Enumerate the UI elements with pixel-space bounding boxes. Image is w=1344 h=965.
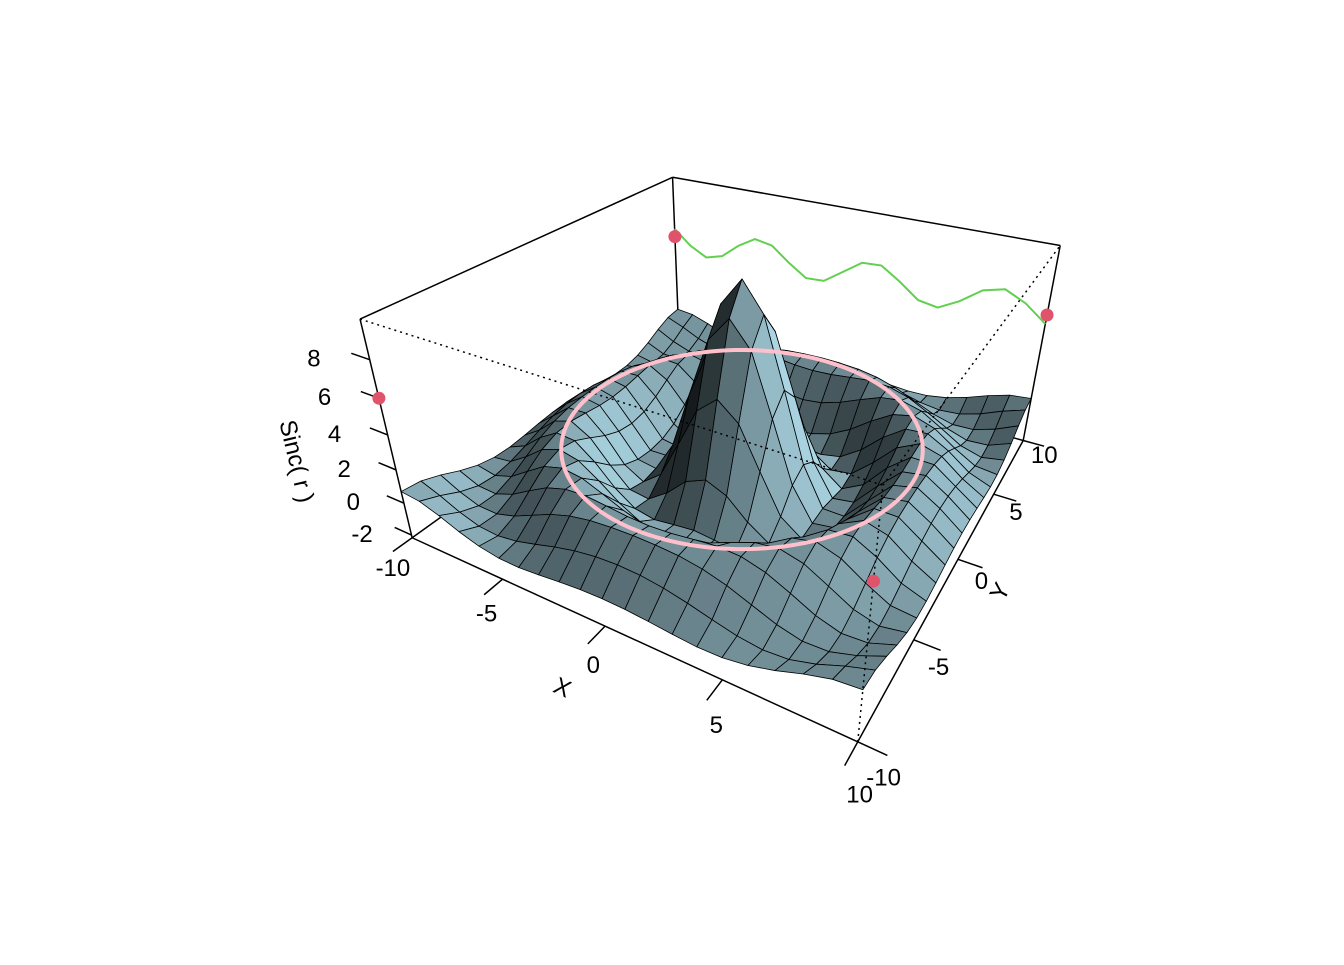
z-tick-label: 2 [337, 456, 350, 483]
y-tick-label: 5 [1009, 499, 1022, 526]
y-tick-label: -5 [928, 654, 949, 681]
y-tick-label: -10 [866, 764, 901, 791]
box-edge-dotted [359, 318, 884, 486]
x-tick-label: -5 [476, 600, 497, 627]
y-tick [857, 741, 888, 757]
x-tick [706, 679, 723, 701]
z-axis-title: Sinc( r ) [273, 417, 319, 505]
box-edge-dotted [882, 245, 1061, 486]
box-edge-dotted [856, 485, 884, 742]
ring [559, 347, 925, 552]
z-tick [378, 461, 397, 471]
x-axis-title: X [549, 672, 575, 703]
y-tick [993, 493, 1017, 502]
z-tick [386, 495, 405, 504]
surface-facet [728, 278, 765, 352]
z-tick-label: 0 [347, 489, 360, 516]
y-tick [957, 558, 983, 569]
x-tick-label: -10 [376, 555, 411, 582]
box-edge [359, 176, 673, 320]
z-tick-label: 4 [328, 421, 341, 448]
z-tick [394, 526, 412, 536]
z-tick-label: 8 [307, 346, 320, 373]
y-tick-label: 0 [975, 568, 988, 595]
x-axis-line [411, 537, 859, 743]
z-tick [369, 427, 388, 436]
point [866, 574, 880, 588]
point [372, 391, 386, 405]
y-tick [913, 639, 941, 652]
x-tick-label: 0 [587, 652, 600, 679]
x-tick [392, 537, 413, 553]
box-edge [672, 176, 1061, 247]
z-tick-label: -2 [351, 521, 372, 548]
x-tick [587, 625, 606, 645]
z-tick-label: 6 [318, 384, 331, 411]
x-tick [483, 578, 504, 596]
surface [400, 278, 1032, 691]
point [668, 230, 682, 244]
surface-facet [832, 665, 876, 691]
y-axis-line [857, 440, 1024, 743]
y-axis-title: Y [985, 578, 1016, 605]
point [1040, 308, 1054, 322]
x-tick-label: 10 [846, 781, 873, 808]
line [673, 228, 1047, 325]
box-edge [1022, 245, 1061, 441]
overlays [372, 228, 1054, 588]
x-tick-label: 5 [710, 712, 723, 739]
box-edge [359, 318, 413, 538]
y-tick [1023, 439, 1045, 447]
x-tick [844, 741, 859, 767]
y-tick-label: 10 [1031, 442, 1058, 469]
z-tick [351, 352, 370, 361]
